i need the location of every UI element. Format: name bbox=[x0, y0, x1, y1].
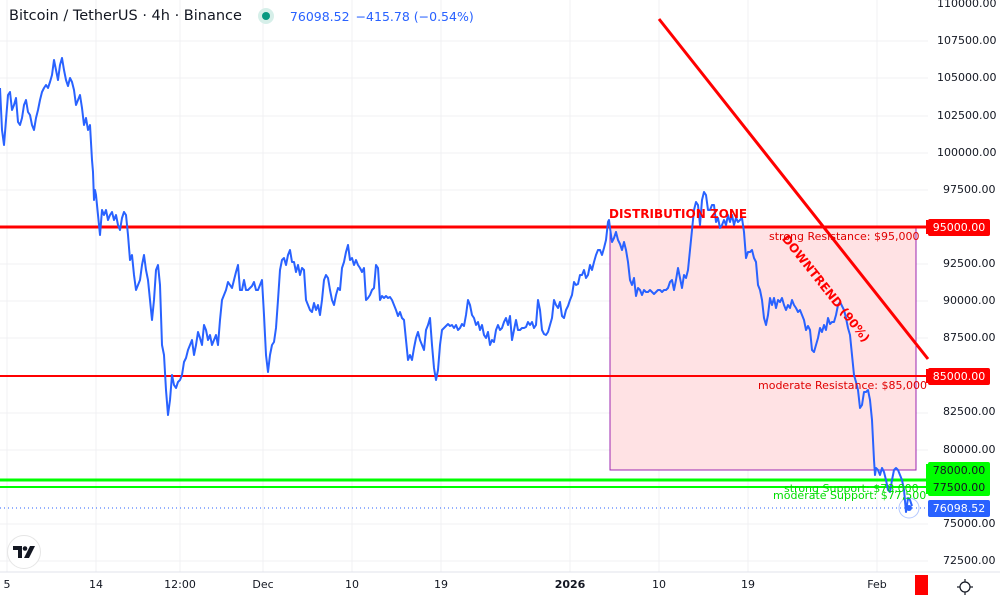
strong-support-label: strong Support: $78,000 bbox=[784, 482, 919, 495]
symbol-title[interactable]: Bitcoin / TetherUS · 4h · Binance bbox=[9, 8, 242, 24]
x-tick: 10 bbox=[652, 578, 666, 591]
market-open-icon bbox=[261, 12, 270, 20]
y-tick: 82500.00 bbox=[943, 405, 996, 418]
last-price: 76098.52 bbox=[289, 8, 350, 24]
y-tick: 87500.00 bbox=[943, 331, 996, 344]
distribution-zone[interactable] bbox=[609, 227, 917, 471]
time-axis-marker bbox=[915, 575, 928, 595]
distribution-zone-label: DISTRIBUTION ZONE bbox=[609, 207, 748, 221]
gear-icon bbox=[957, 579, 973, 595]
x-tick: 5 bbox=[3, 578, 11, 591]
x-tick: Dec bbox=[252, 578, 274, 591]
y-tick: 105000.00 bbox=[937, 71, 997, 84]
y-tick: 102500.00 bbox=[937, 109, 997, 122]
y-tick: 107500.00 bbox=[937, 34, 997, 47]
last-price-dot bbox=[906, 505, 912, 511]
y-tick: 80000.00 bbox=[943, 443, 996, 456]
x-tick: 2026 bbox=[554, 578, 586, 591]
grid bbox=[0, 0, 928, 572]
moderate-resistance-label: moderate Resistance: $85,000 bbox=[758, 379, 928, 392]
symbol-header[interactable]: Bitcoin / TetherUS · 4h · Binance 76098.… bbox=[9, 6, 474, 26]
tradingview-logo-icon bbox=[13, 546, 35, 558]
x-tick: 10 bbox=[345, 578, 359, 591]
moderate-support-badge: 77500.00 bbox=[928, 479, 990, 496]
x-tick: 12:00 bbox=[164, 578, 196, 591]
moderate-support-label: moderate Support: $77,500 bbox=[773, 489, 927, 502]
strong-resistance-badge: 95000.00 bbox=[928, 219, 990, 236]
x-tick: 14 bbox=[89, 578, 103, 591]
strong-support-badge: 78000.00 bbox=[928, 462, 990, 479]
moderate-resistance-badge: 85000.00 bbox=[928, 368, 990, 385]
price-line[interactable] bbox=[0, 57, 913, 513]
last-price-badge: 76098.52 bbox=[928, 500, 990, 517]
y-tick: 90000.00 bbox=[943, 294, 996, 307]
y-tick: 75000.00 bbox=[943, 517, 996, 530]
strong-resistance-label: strong Resistance: $95,000 bbox=[769, 230, 920, 243]
x-tick: Feb bbox=[867, 578, 887, 591]
x-tick: 19 bbox=[434, 578, 448, 591]
downtrend-line[interactable] bbox=[657, 18, 930, 360]
last-price-pulse bbox=[898, 497, 920, 519]
x-tick: 19 bbox=[741, 578, 755, 591]
y-tick: 72500.00 bbox=[943, 554, 996, 567]
price-change: −415.78 (−0.54%) bbox=[355, 8, 474, 24]
tradingview-logo[interactable] bbox=[7, 535, 41, 569]
y-tick: 110000.00 bbox=[937, 0, 997, 10]
market-status-indicator bbox=[257, 8, 274, 24]
y-tick: 97500.00 bbox=[943, 183, 996, 196]
y-tick: 92500.00 bbox=[943, 257, 996, 270]
chart-settings-button[interactable] bbox=[955, 577, 975, 597]
y-tick: 100000.00 bbox=[937, 146, 997, 159]
